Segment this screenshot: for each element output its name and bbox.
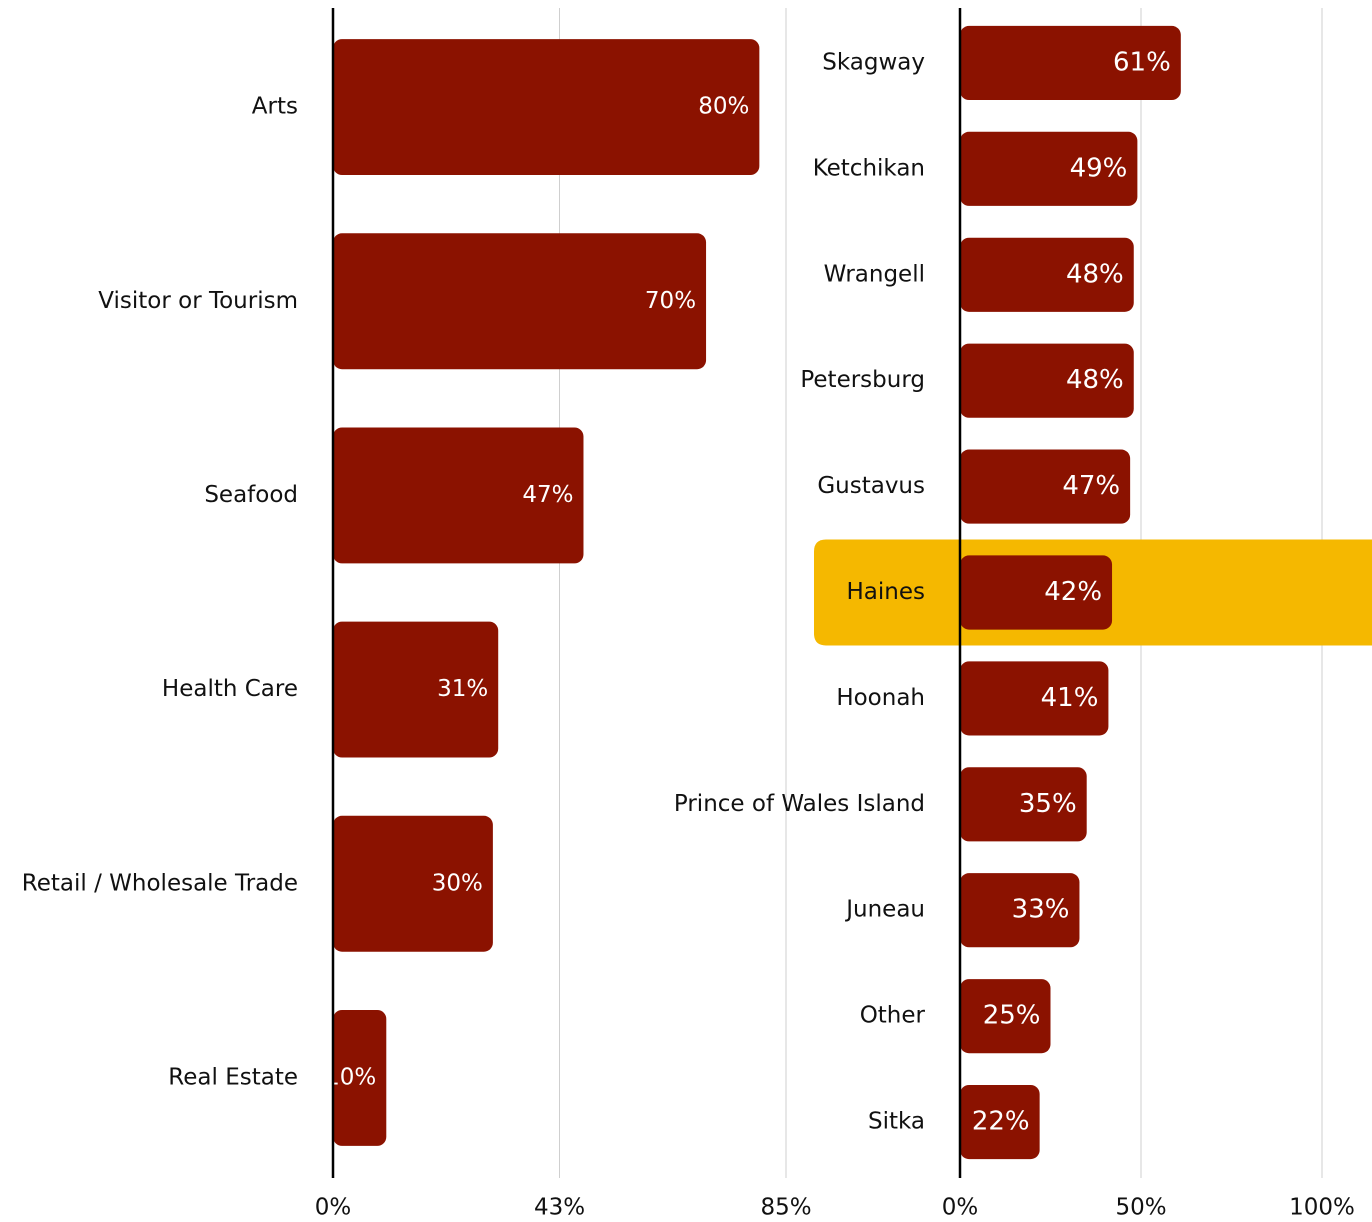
bar (960, 237, 1134, 312)
value-label: 31% (437, 676, 488, 702)
bar (960, 873, 1080, 948)
category-label: Haines (847, 579, 926, 605)
x-tick-label: 43% (534, 1195, 585, 1221)
category-label: Gustavus (817, 473, 925, 499)
x-tick-label: 50% (1115, 1195, 1166, 1221)
value-label: 47% (522, 482, 573, 508)
value-label: 35% (1019, 789, 1077, 819)
bar (960, 979, 1051, 1054)
value-label: 48% (1066, 259, 1124, 289)
category-label: Petersburg (800, 367, 925, 393)
value-label: 48% (1066, 365, 1124, 395)
bar (960, 449, 1131, 524)
value-label: 25% (983, 1001, 1041, 1031)
bar (960, 661, 1109, 736)
category-label: Visitor or Tourism (98, 288, 298, 314)
category-label: Real Estate (168, 1064, 298, 1090)
bar (960, 131, 1138, 206)
category-label: Health Care (162, 676, 298, 702)
x-tick-label: 100% (1289, 1195, 1355, 1221)
bar (333, 1009, 387, 1146)
bar (333, 233, 707, 370)
x-tick-label: 0% (315, 1195, 352, 1221)
bar (960, 767, 1087, 842)
category-label: Arts (252, 94, 298, 120)
value-label: 42% (1044, 577, 1102, 607)
category-label: Seafood (204, 482, 298, 508)
bar (960, 1084, 1040, 1160)
category-label: Juneau (844, 897, 925, 923)
x-tick-label: 85% (760, 1195, 811, 1221)
bar (333, 427, 584, 564)
category-label: Wrangell (824, 261, 925, 287)
category-label: Retail / Wholesale Trade (22, 870, 298, 896)
value-label: 80% (698, 94, 749, 120)
category-label: Sitka (868, 1109, 925, 1135)
bar (333, 815, 493, 952)
value-label: 33% (1012, 895, 1070, 925)
value-label: 47% (1062, 471, 1120, 501)
bar (960, 25, 1181, 101)
value-label: 30% (432, 870, 483, 896)
value-label: 61% (1113, 47, 1171, 77)
bar (960, 343, 1134, 418)
category-label: Ketchikan (813, 155, 925, 181)
bar (960, 555, 1113, 630)
x-tick-label: 0% (942, 1195, 979, 1221)
value-label: 41% (1041, 683, 1099, 713)
bar (333, 39, 760, 176)
bar (333, 621, 499, 758)
value-label: 22% (972, 1107, 1030, 1137)
category-label: Hoonah (836, 685, 925, 711)
category-label: Other (860, 1003, 926, 1029)
category-label: Prince of Wales Island (674, 791, 925, 817)
value-label: 49% (1070, 153, 1128, 183)
value-label: 70% (645, 288, 696, 314)
category-label: Skagway (822, 49, 925, 75)
